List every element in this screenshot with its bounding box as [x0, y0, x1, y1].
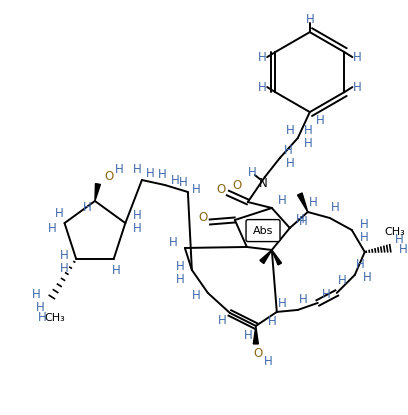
Text: H: H: [395, 234, 404, 247]
Polygon shape: [297, 193, 308, 212]
Text: H: H: [298, 215, 307, 229]
Text: H: H: [359, 218, 368, 232]
Text: O: O: [198, 212, 208, 225]
Text: H: H: [322, 288, 330, 301]
Text: H: H: [133, 209, 142, 222]
Text: CH₃: CH₃: [44, 313, 65, 323]
Text: H: H: [304, 137, 312, 149]
Text: H: H: [399, 244, 408, 256]
Text: H: H: [362, 271, 371, 284]
Text: H: H: [48, 222, 57, 234]
Text: H: H: [308, 195, 317, 208]
Text: H: H: [248, 166, 256, 178]
Text: Abs: Abs: [253, 226, 273, 236]
Text: H: H: [264, 355, 272, 369]
Text: H: H: [258, 51, 266, 63]
Text: H: H: [244, 330, 252, 342]
Text: H: H: [359, 232, 368, 244]
Text: H: H: [146, 166, 154, 180]
Text: H: H: [169, 237, 177, 249]
Text: H: H: [133, 222, 142, 234]
Text: H: H: [38, 311, 47, 325]
Text: H: H: [191, 183, 200, 195]
Text: H: H: [175, 261, 184, 273]
Polygon shape: [260, 250, 272, 264]
Text: H: H: [330, 202, 339, 215]
FancyBboxPatch shape: [246, 220, 280, 242]
Text: H: H: [82, 202, 91, 215]
Text: H: H: [306, 12, 314, 26]
Text: O: O: [232, 178, 242, 191]
Text: H: H: [315, 114, 324, 127]
Text: H: H: [286, 156, 294, 170]
Text: H: H: [133, 163, 141, 176]
Text: H: H: [35, 301, 44, 315]
Text: H: H: [267, 315, 276, 328]
Text: H: H: [277, 193, 286, 207]
Text: H: H: [284, 144, 292, 156]
Text: H: H: [60, 262, 69, 275]
Text: H: H: [277, 298, 286, 310]
Text: H: H: [171, 173, 179, 186]
Text: H: H: [337, 274, 346, 288]
Text: H: H: [286, 124, 294, 137]
Polygon shape: [272, 250, 282, 265]
Text: O: O: [104, 169, 113, 183]
Text: H: H: [55, 207, 64, 220]
Text: N: N: [258, 176, 267, 190]
Text: H: H: [353, 81, 362, 93]
Text: CH₃: CH₃: [384, 227, 405, 237]
Text: H: H: [353, 51, 362, 63]
Text: H: H: [298, 293, 307, 306]
Polygon shape: [253, 326, 258, 344]
Text: H: H: [115, 163, 123, 176]
Text: H: H: [157, 168, 166, 181]
Text: H: H: [191, 289, 200, 303]
Text: H: H: [258, 81, 266, 93]
Text: O: O: [253, 347, 262, 360]
Text: H: H: [355, 259, 364, 271]
Text: H: H: [60, 249, 69, 262]
Text: O: O: [216, 183, 226, 195]
Text: H: H: [175, 273, 184, 286]
Polygon shape: [95, 183, 100, 201]
Text: H: H: [31, 288, 40, 301]
Text: H: H: [112, 264, 121, 277]
Text: H: H: [179, 176, 187, 188]
Text: H: H: [295, 213, 304, 227]
Text: H: H: [304, 124, 312, 137]
Text: H: H: [217, 315, 226, 327]
